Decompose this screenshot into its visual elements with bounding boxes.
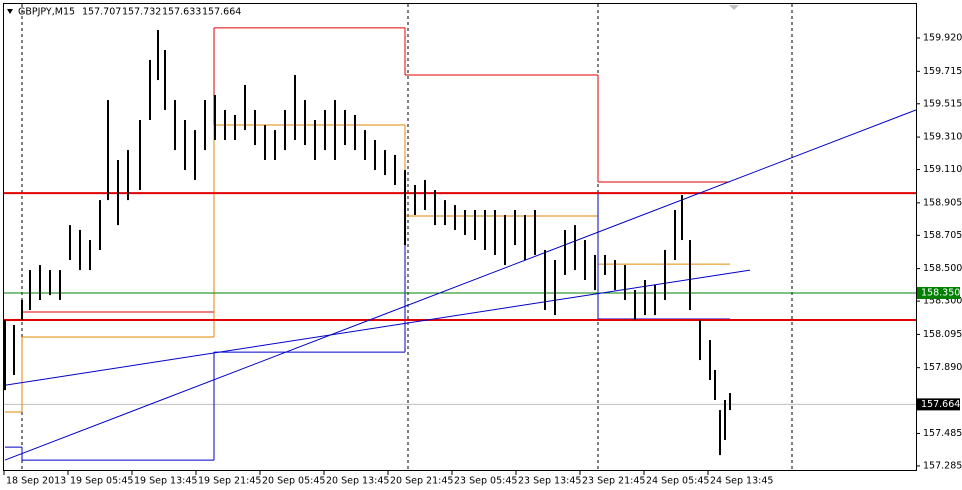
y-tick-label: 158.500 xyxy=(923,263,962,274)
header-value: 157.707 xyxy=(82,7,121,18)
x-tick-label: 18 Sep 2013 xyxy=(6,476,66,487)
symbol: GBPJPY,M15 xyxy=(18,7,75,18)
x-tick-label: 24 Sep 05:45 xyxy=(646,476,709,487)
x-tick-label: 24 Sep 13:45 xyxy=(710,476,773,487)
y-tick-label: 158.300 xyxy=(923,296,962,307)
price-label: 158.350 xyxy=(921,287,960,298)
shift-marker xyxy=(729,5,739,10)
x-tick-label: 19 Sep 13:45 xyxy=(134,476,197,487)
y-tick-label: 157.485 xyxy=(923,428,962,439)
x-tick-label: 20 Sep 05:45 xyxy=(262,476,325,487)
x-tick-label: 23 Sep 21:45 xyxy=(582,476,645,487)
header-value: 157.664 xyxy=(202,7,241,18)
x-tick-label: 19 Sep 05:45 xyxy=(70,476,133,487)
plot-frame xyxy=(3,3,917,471)
price-label: 157.664 xyxy=(921,399,960,410)
header-value: 157.732 xyxy=(122,7,161,18)
y-tick-label: 159.515 xyxy=(923,98,962,109)
price-label-box xyxy=(917,286,960,299)
y-tick-label: 157.285 xyxy=(923,460,962,471)
plot xyxy=(4,4,916,470)
y-tick-label: 158.705 xyxy=(923,230,962,241)
y-tick-label: 158.905 xyxy=(923,197,962,208)
header-value: 157.633 xyxy=(162,7,201,18)
x-tick-label: 20 Sep 13:45 xyxy=(326,476,389,487)
price-label-box xyxy=(917,398,960,411)
y-tick-label: 159.715 xyxy=(923,66,962,77)
trendline xyxy=(4,109,916,461)
x-tick-label: 20 Sep 21:45 xyxy=(390,476,453,487)
menu-arrow xyxy=(7,9,13,14)
y-tick-label: 159.310 xyxy=(923,132,962,143)
y-tick-label: 159.110 xyxy=(923,164,962,175)
x-tick-label: 23 Sep 05:45 xyxy=(454,476,517,487)
x-tick-label: 19 Sep 21:45 xyxy=(198,476,261,487)
y-tick-label: 159.920 xyxy=(923,33,962,44)
y-tick-label: 158.095 xyxy=(923,329,962,340)
y-tick-label: 157.890 xyxy=(923,362,962,373)
x-tick-label: 23 Sep 13:45 xyxy=(518,476,581,487)
